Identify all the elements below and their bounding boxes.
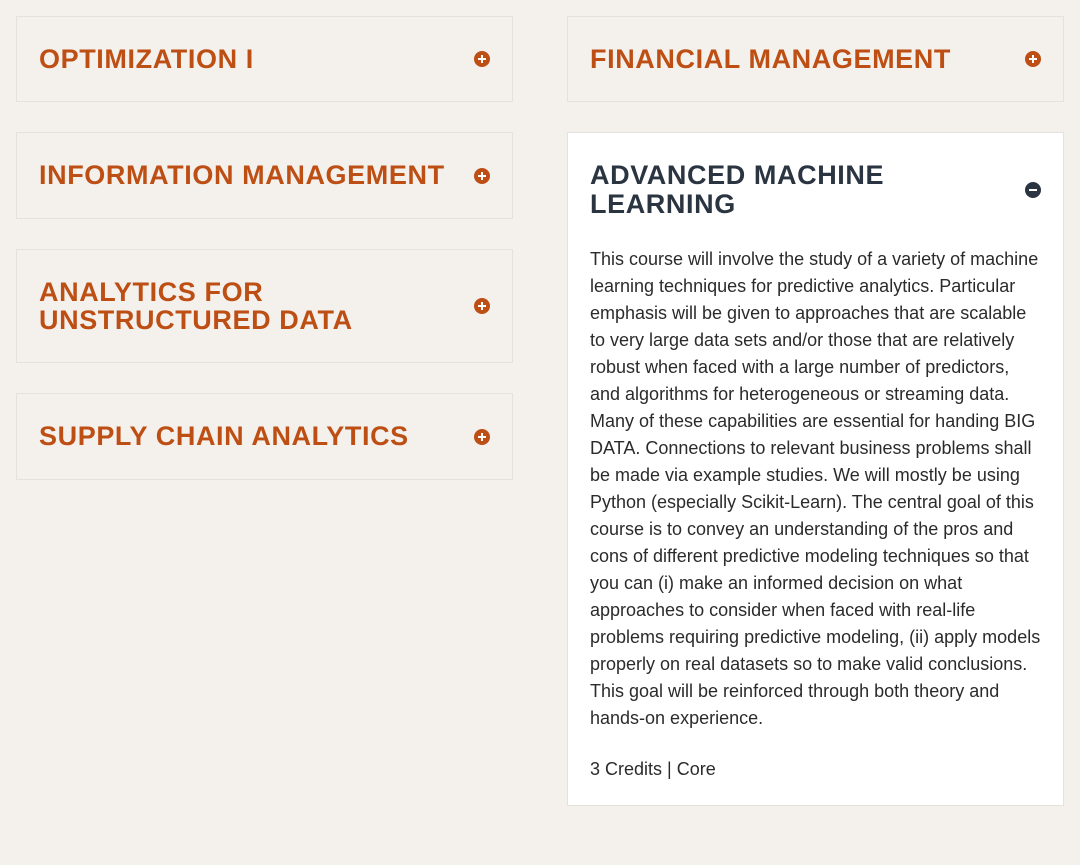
accordion-body: This course will involve the study of a …	[568, 246, 1063, 805]
accordion-header[interactable]: OPTIMIZATION I	[17, 17, 512, 101]
accordion-header[interactable]: FINANCIAL MANAGEMENT	[568, 17, 1063, 101]
accordion-title: FINANCIAL MANAGEMENT	[590, 45, 951, 73]
accordion-title: SUPPLY CHAIN ANALYTICS	[39, 422, 409, 450]
accordion-title: INFORMATION MANAGEMENT	[39, 161, 445, 189]
plus-icon	[1025, 51, 1041, 67]
accordion-columns: OPTIMIZATION I INFORMATION MANAGEMENT AN…	[16, 16, 1064, 806]
accordion-header[interactable]: ANALYTICS FOR UNSTRUCTURED DATA	[17, 250, 512, 363]
accordion-header[interactable]: SUPPLY CHAIN ANALYTICS	[17, 394, 512, 478]
plus-icon	[474, 51, 490, 67]
plus-icon	[474, 429, 490, 445]
right-column: FINANCIAL MANAGEMENT ADVANCED MACHINE LE…	[567, 16, 1064, 806]
accordion-header[interactable]: ADVANCED MACHINE LEARNING	[568, 133, 1063, 246]
plus-icon	[474, 168, 490, 184]
accordion-item-analytics-for-unstructured-data[interactable]: ANALYTICS FOR UNSTRUCTURED DATA	[16, 249, 513, 364]
course-description: This course will involve the study of a …	[590, 246, 1041, 732]
course-meta: 3 Credits | Core	[590, 756, 1041, 783]
accordion-item-optimization-i[interactable]: OPTIMIZATION I	[16, 16, 513, 102]
accordion-item-information-management[interactable]: INFORMATION MANAGEMENT	[16, 132, 513, 218]
minus-icon	[1025, 182, 1041, 198]
accordion-header[interactable]: INFORMATION MANAGEMENT	[17, 133, 512, 217]
accordion-item-financial-management[interactable]: FINANCIAL MANAGEMENT	[567, 16, 1064, 102]
accordion-title: ADVANCED MACHINE LEARNING	[590, 161, 1025, 218]
accordion-title: ANALYTICS FOR UNSTRUCTURED DATA	[39, 278, 474, 335]
left-column: OPTIMIZATION I INFORMATION MANAGEMENT AN…	[16, 16, 513, 806]
plus-icon	[474, 298, 490, 314]
accordion-item-advanced-machine-learning[interactable]: ADVANCED MACHINE LEARNING This course wi…	[567, 132, 1064, 806]
accordion-title: OPTIMIZATION I	[39, 45, 254, 73]
accordion-item-supply-chain-analytics[interactable]: SUPPLY CHAIN ANALYTICS	[16, 393, 513, 479]
